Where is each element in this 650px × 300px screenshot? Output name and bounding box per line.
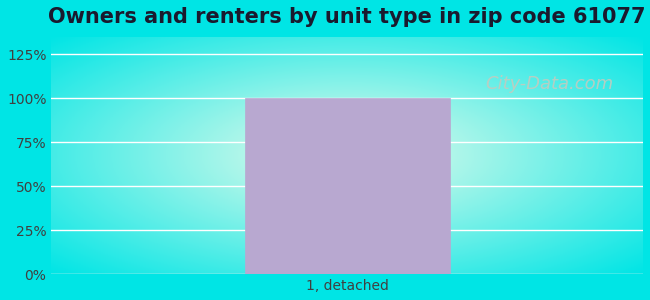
Title: Owners and renters by unit type in zip code 61077: Owners and renters by unit type in zip c… bbox=[49, 7, 646, 27]
Bar bbox=[245, 98, 450, 274]
Text: City-Data.com: City-Data.com bbox=[486, 75, 614, 93]
